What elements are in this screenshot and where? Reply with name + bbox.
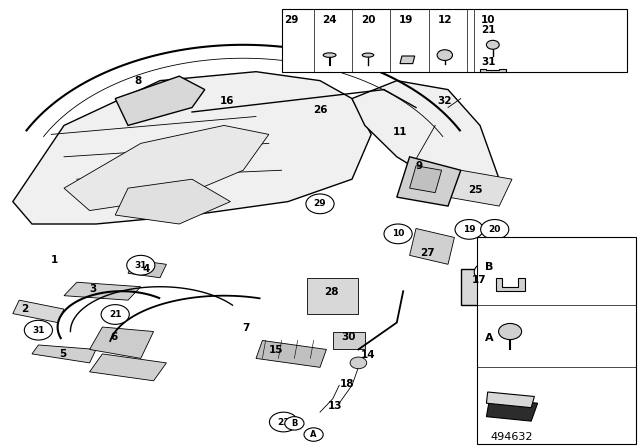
Polygon shape [400,56,415,64]
Polygon shape [480,69,506,72]
Circle shape [474,262,502,282]
Polygon shape [115,76,205,125]
Text: 20: 20 [488,225,501,234]
Circle shape [101,305,129,324]
Text: 9: 9 [415,161,423,171]
Polygon shape [448,170,512,206]
Text: 5: 5 [59,349,67,359]
Text: 3: 3 [89,284,97,294]
Text: 22: 22 [482,267,495,276]
Polygon shape [90,327,154,358]
Polygon shape [486,392,534,408]
Circle shape [350,357,367,369]
Polygon shape [115,179,230,224]
Text: 11: 11 [393,127,407,137]
Text: 19: 19 [463,225,476,234]
Polygon shape [496,278,525,291]
Text: 12: 12 [438,15,452,25]
Ellipse shape [323,53,336,57]
Text: B: B [485,262,493,271]
Polygon shape [410,166,442,193]
FancyBboxPatch shape [477,237,636,444]
Polygon shape [256,340,326,367]
Circle shape [499,323,522,340]
Text: 15: 15 [269,345,284,355]
Text: 4: 4 [142,264,150,274]
Circle shape [486,40,499,49]
Circle shape [455,220,483,239]
Circle shape [127,255,155,275]
Text: 19: 19 [399,15,413,25]
Polygon shape [64,282,141,300]
Polygon shape [307,278,358,314]
Polygon shape [333,332,365,349]
Text: 32: 32 [438,96,452,106]
Text: 24: 24 [323,15,337,25]
Text: 30: 30 [342,332,356,342]
Circle shape [24,320,52,340]
Polygon shape [13,72,371,224]
Circle shape [285,417,304,430]
Text: 20: 20 [361,15,375,25]
Text: B: B [291,419,298,428]
Polygon shape [13,300,64,323]
Text: 23: 23 [277,418,290,426]
Text: 29: 29 [284,15,298,25]
Text: 17: 17 [472,275,486,285]
Polygon shape [90,354,166,381]
Text: 6: 6 [110,332,118,342]
Polygon shape [64,125,269,211]
Polygon shape [410,228,454,264]
Circle shape [437,50,452,60]
Text: 8: 8 [134,76,141,86]
Text: 31: 31 [32,326,45,335]
Circle shape [306,194,334,214]
Text: 29: 29 [314,199,326,208]
Text: 16: 16 [220,96,234,106]
Text: 14: 14 [361,350,375,360]
Text: 1: 1 [51,255,58,265]
Text: 26: 26 [313,105,327,115]
Text: 18: 18 [340,379,354,389]
Text: 10: 10 [481,15,495,25]
Text: 7: 7 [243,323,250,333]
Text: A: A [485,333,493,343]
Polygon shape [461,269,499,305]
Polygon shape [32,345,96,363]
Circle shape [481,220,509,239]
Text: 21: 21 [109,310,122,319]
Circle shape [304,428,323,441]
Text: 31: 31 [134,261,147,270]
Circle shape [269,412,298,432]
Text: 31: 31 [481,57,495,67]
Text: 21: 21 [481,26,495,35]
Text: 494632: 494632 [491,432,533,442]
Text: 28: 28 [324,287,339,297]
Polygon shape [128,260,166,278]
Text: 13: 13 [328,401,342,411]
Text: 27: 27 [420,248,435,258]
FancyBboxPatch shape [282,9,627,72]
Text: 2: 2 [20,304,28,314]
Polygon shape [352,81,499,197]
Polygon shape [486,399,538,421]
Ellipse shape [362,53,374,57]
Circle shape [384,224,412,244]
Text: 25: 25 [468,185,482,195]
Text: A: A [310,430,317,439]
Polygon shape [397,157,461,206]
Text: 10: 10 [392,229,404,238]
